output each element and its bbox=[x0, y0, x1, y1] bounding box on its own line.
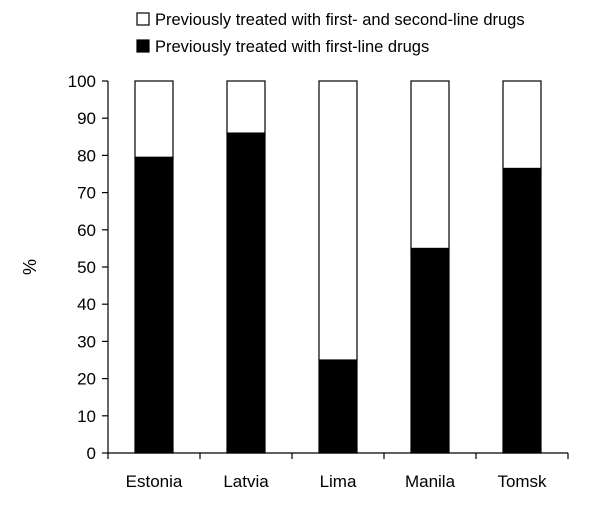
y-ticks: 0 10 20 30 40 50 60 70 80 90 100 bbox=[68, 72, 108, 463]
y-tick-label: 60 bbox=[77, 221, 96, 240]
y-tick-label: 90 bbox=[77, 109, 96, 128]
y-tick-label: 20 bbox=[77, 370, 96, 389]
y-tick-label: 80 bbox=[77, 146, 96, 165]
legend: Previously treated with first- and secon… bbox=[136, 11, 525, 56]
y-tick-label: 100 bbox=[68, 72, 96, 91]
y-tick-label: 0 bbox=[87, 444, 96, 463]
x-tick-label: Tomsk bbox=[497, 472, 547, 491]
bars bbox=[134, 80, 542, 454]
x-ticks: Estonia Latvia Lima Manila Tomsk bbox=[107, 453, 569, 491]
legend-label: Previously treated with first- and secon… bbox=[155, 11, 525, 29]
bar-estonia-series-0 bbox=[134, 156, 174, 454]
bar-lima-series-0 bbox=[318, 359, 358, 454]
bar-lima-series-1 bbox=[318, 80, 358, 361]
y-tick-label: 10 bbox=[77, 407, 96, 426]
x-tick-label: Latvia bbox=[223, 472, 269, 491]
x-tick-label: Lima bbox=[320, 472, 357, 491]
y-tick-label: 70 bbox=[77, 184, 96, 203]
bar-manila-series-1 bbox=[410, 80, 450, 249]
bar-tomsk-series-0 bbox=[502, 167, 542, 454]
x-tick-label: Estonia bbox=[126, 472, 183, 491]
bar-latvia-series-1 bbox=[226, 80, 266, 134]
x-tick-label: Manila bbox=[405, 472, 456, 491]
y-axis-label: % bbox=[20, 259, 40, 275]
y-tick-label: 30 bbox=[77, 332, 96, 351]
bar-latvia-series-0 bbox=[226, 132, 266, 454]
bar-tomsk-series-1 bbox=[502, 80, 542, 170]
legend-swatch bbox=[136, 12, 150, 26]
y-tick-label: 50 bbox=[77, 258, 96, 277]
legend-swatch bbox=[136, 39, 150, 53]
y-tick-label: 40 bbox=[77, 295, 96, 314]
bar-manila-series-0 bbox=[410, 247, 450, 454]
bar-estonia-series-1 bbox=[134, 80, 174, 158]
legend-label: Previously treated with first-line drugs bbox=[155, 38, 429, 56]
